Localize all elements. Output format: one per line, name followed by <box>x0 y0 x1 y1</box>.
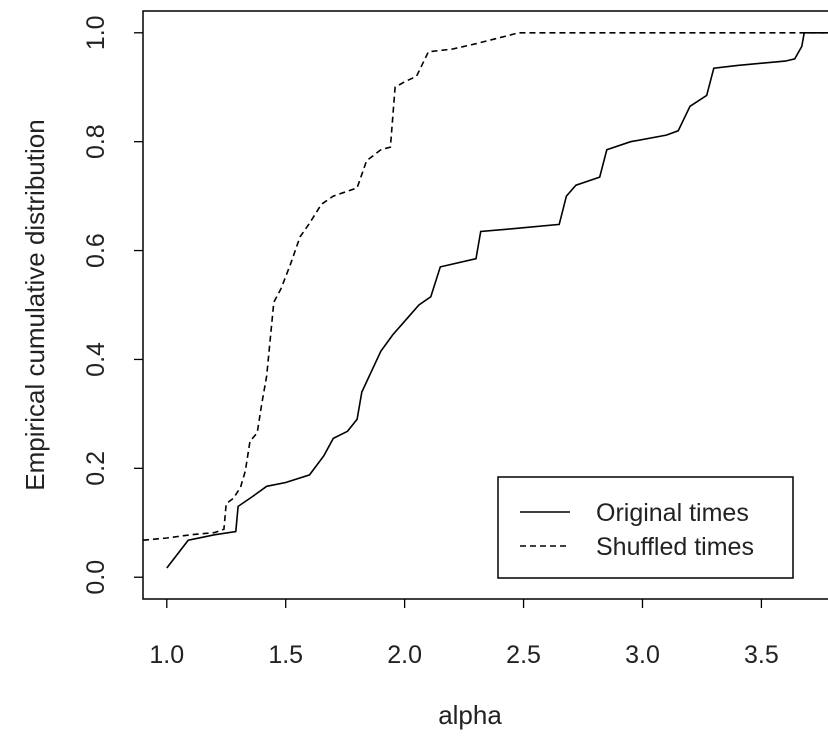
plot-frame <box>142 10 828 600</box>
legend-label-shuffled: Shuffled times <box>596 533 754 561</box>
x-axis-title: alpha <box>438 700 502 730</box>
series-original-times-line <box>166 31 828 569</box>
y-tick-label: 0.2 <box>82 451 110 486</box>
x-tick-label: 2.5 <box>506 641 541 669</box>
y-tick-label: 0.0 <box>82 560 110 595</box>
y-tick-label: 0.6 <box>82 233 110 268</box>
y-axis-title: Empirical cumulative distribution <box>20 119 50 490</box>
x-tick-label: 3.0 <box>625 641 660 669</box>
x-tick-label: 2.0 <box>387 641 422 669</box>
y-tick-label: 1.0 <box>82 15 110 50</box>
series-shuffled-times-line <box>143 31 828 541</box>
x-tick-label: 3.5 <box>744 641 779 669</box>
y-tick-label: 0.8 <box>82 124 110 159</box>
x-tick-label: 1.0 <box>149 641 184 669</box>
x-tick-label: 1.5 <box>268 641 303 669</box>
y-tick-label: 0.4 <box>82 342 110 377</box>
legend-box <box>497 476 794 579</box>
legend-label-original: Original times <box>596 499 749 527</box>
